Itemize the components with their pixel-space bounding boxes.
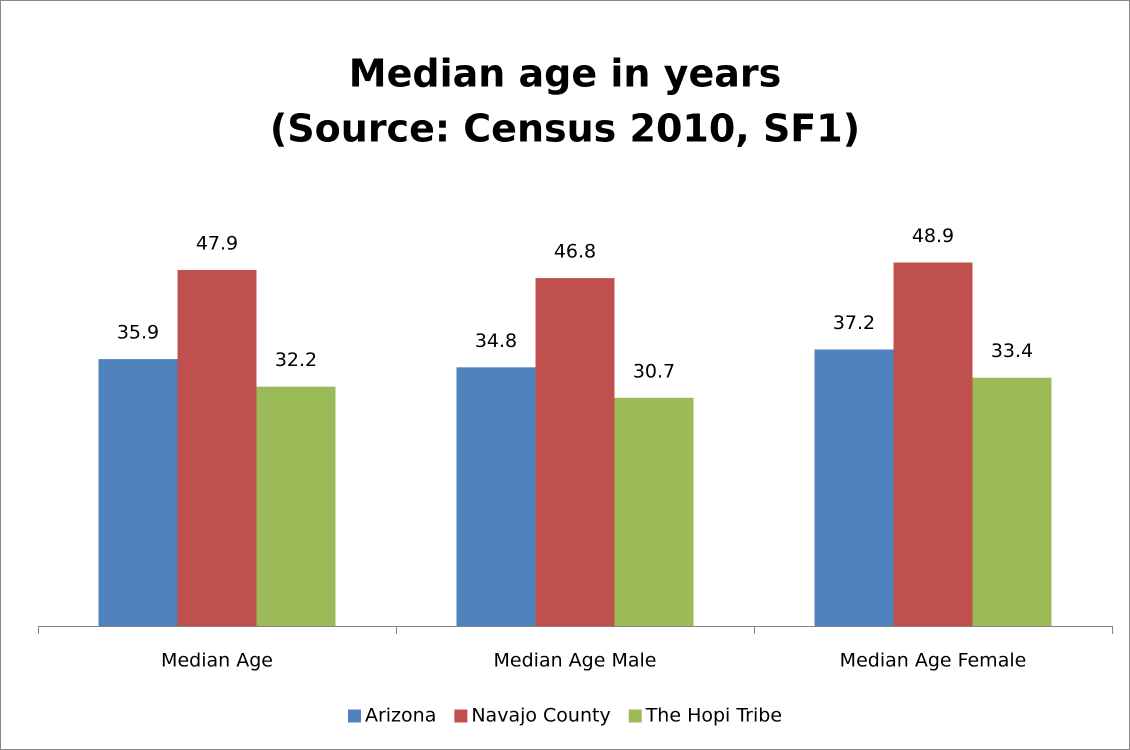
x-tick-label: Median Age Female: [840, 650, 1027, 672]
data-label: 48.9: [912, 225, 954, 247]
legend-swatch: [454, 709, 468, 723]
x-tick-label: Median Age: [161, 650, 273, 672]
bar: [256, 386, 336, 626]
data-label: 33.4: [991, 340, 1033, 362]
legend-swatch: [628, 709, 642, 723]
data-label: 47.9: [196, 232, 238, 254]
bar: [177, 269, 257, 626]
bar: [456, 367, 536, 626]
bar: [972, 377, 1052, 626]
data-label: 35.9: [117, 322, 159, 344]
bar: [893, 262, 973, 626]
legend-swatch: [347, 709, 361, 723]
bar: [814, 349, 894, 626]
chart-subtitle: (Source: Census 2010, SF1): [270, 107, 860, 151]
bar: [614, 397, 694, 626]
data-label: 30.7: [633, 360, 675, 382]
data-label: 37.2: [833, 312, 875, 334]
legend-label: Navajo County: [471, 705, 610, 727]
data-label: 34.8: [475, 330, 517, 352]
bar: [535, 278, 615, 626]
legend-label: The Hopi Tribe: [645, 705, 782, 727]
legend-label: Arizona: [365, 705, 436, 727]
data-label: 46.8: [554, 241, 596, 263]
chart-title: Median age in years: [349, 52, 781, 96]
data-label: 32.2: [275, 349, 317, 371]
bar: [98, 359, 178, 626]
x-tick-label: Median Age Male: [494, 650, 657, 672]
